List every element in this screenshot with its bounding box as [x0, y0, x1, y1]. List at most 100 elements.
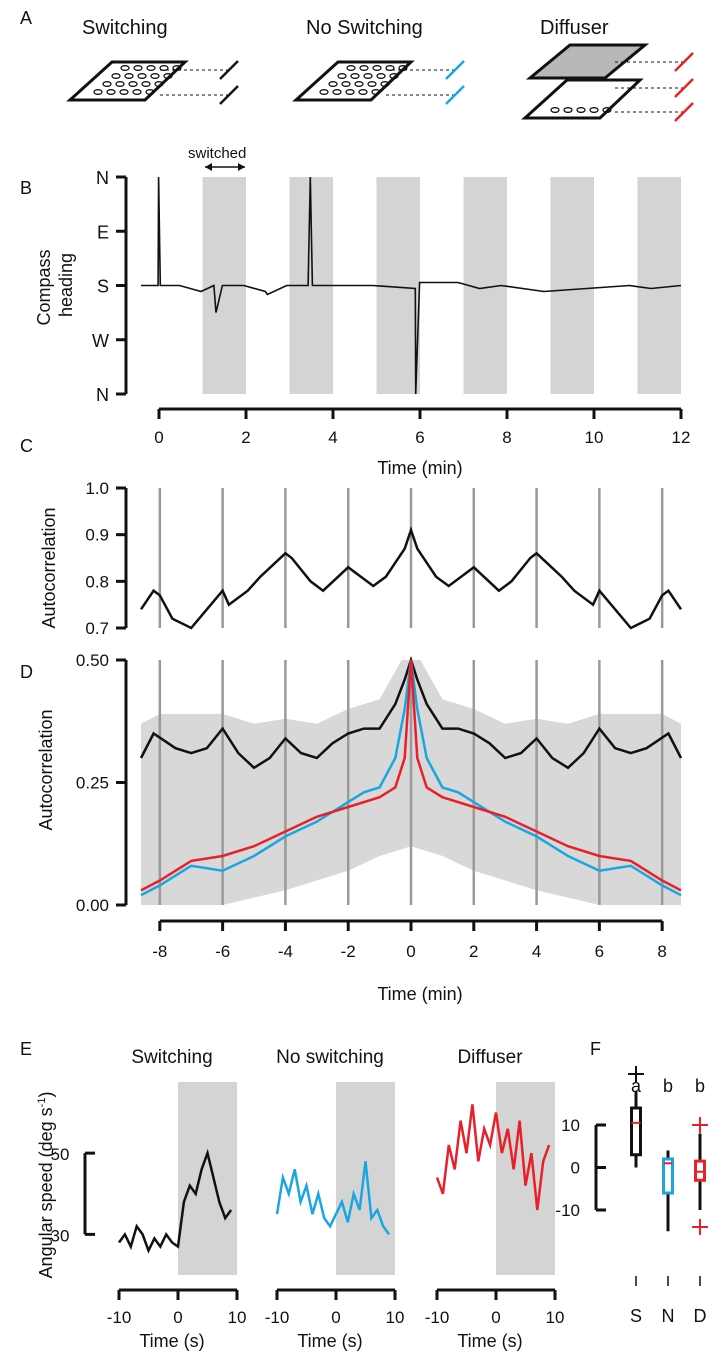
sensor-dot-icon [337, 73, 347, 79]
time-x-tick-label: -10 [265, 1308, 290, 1327]
heading-trace-line [141, 176, 682, 395]
panel-d-y-tick-label: 0.00 [76, 896, 109, 915]
subplot-title-diffuser: Diffuser [457, 1047, 523, 1068]
subplot-title-no-switching: No switching [276, 1047, 384, 1068]
time-x-axis-label-diffuser: Time (s) [457, 1331, 522, 1351]
sensor-dot-icon [119, 89, 129, 95]
sensor-dot-icon [602, 107, 612, 113]
sensor-dot-icon [128, 81, 138, 87]
panel-d-y-tick-label: 0.25 [76, 774, 109, 793]
sensor-dot-icon [93, 89, 103, 95]
angular-speed-axis-label: Angular speed (deg s-1) [36, 1092, 56, 1279]
time-x-tick-label: 10 [546, 1308, 565, 1327]
heading-y-tick-label: N [96, 168, 109, 188]
panel-d-x-tick-label: -6 [215, 942, 230, 961]
panel-d-x-tick-label: 2 [469, 942, 478, 961]
angular-speed-line-no-switching [275, 1161, 391, 1236]
significance-letter: b [695, 1076, 705, 1096]
panel-b-x-tick-label: 6 [415, 428, 424, 447]
angular-speed-line-switching [117, 1148, 233, 1254]
sensor-dot-icon [376, 73, 386, 79]
sensor-dot-icon [385, 65, 395, 71]
panel-d-x-tick-label: -8 [152, 942, 167, 961]
angular-speed-label-superscript: -1 [36, 1098, 48, 1108]
sensor-dot-icon [106, 89, 116, 95]
sensor-dot-icon [172, 65, 182, 71]
polarizer-array-icon [292, 60, 415, 102]
sensor-dot-icon [550, 107, 560, 113]
panel-f-y-tick-label: -10 [555, 1201, 580, 1220]
filter-mark-icon [674, 52, 694, 72]
sensor-dot-icon [346, 65, 356, 71]
panel-f-y-tick-label: 0 [571, 1159, 580, 1178]
sensor-dot-icon [120, 65, 130, 71]
sensor-dot-icon [372, 65, 382, 71]
panel-b-x-tick-label: 12 [672, 428, 691, 447]
panel-a-title-no-switching: No Switching [306, 17, 423, 39]
sensor-dot-icon [146, 65, 156, 71]
diffuser-series-line [140, 659, 682, 892]
panel-d-x-tick-label: 6 [595, 942, 604, 961]
shaded-interval-switching [178, 1082, 237, 1275]
heading-y-tick-label: E [97, 222, 109, 242]
panel-a-title-switching: Switching [82, 17, 168, 39]
diffuser-sheet-icon [525, 43, 650, 80]
subplot-title-switching: Switching [131, 1047, 212, 1068]
panel-letter-e: E [20, 1039, 32, 1059]
angular-speed-label-close: ) [36, 1092, 56, 1098]
time-x-tick-label: 10 [228, 1308, 247, 1327]
sensor-dot-icon [359, 65, 369, 71]
time-x-tick-label: -10 [107, 1308, 132, 1327]
sensor-dot-icon [363, 73, 373, 79]
panel-b-x-tick-label: 8 [502, 428, 511, 447]
panel-b-x-tick-label: 4 [328, 428, 337, 447]
polarizer-array-icon [66, 60, 189, 102]
angular-speed-line-diffuser [435, 1104, 551, 1211]
sensor-dot-icon [389, 73, 399, 79]
panel-letter-c: C [20, 436, 33, 456]
panel-b-x-tick-label: 2 [241, 428, 250, 447]
panel-b-x-tick-label: 0 [154, 428, 163, 447]
filter-mark-icon [219, 60, 239, 80]
panel-f: -10 0 10 a Sb Nb D [555, 1066, 708, 1326]
box-iqr-N [662, 1157, 674, 1195]
panel-d-x-tick-label: 4 [532, 942, 541, 961]
panel-a: Switching No Switching Diffuser [66, 17, 694, 122]
sensor-dot-icon [358, 89, 368, 95]
category-label-S: S [630, 1306, 642, 1326]
sensor-dot-icon [371, 89, 381, 95]
panel-d-y-label: Autocorrelation [36, 709, 56, 830]
heading-y-tick-label: N [96, 385, 109, 405]
filter-mark-icon [219, 85, 239, 105]
panel-letter-b: B [20, 178, 32, 198]
panel-d-x-tick-label: -4 [278, 942, 293, 961]
sensor-dot-icon [367, 81, 377, 87]
sensor-dot-icon [319, 89, 329, 95]
significance-letter: b [663, 1076, 673, 1096]
sensor-dot-icon [589, 107, 599, 113]
panel-d-x-label: Time (min) [377, 984, 462, 1004]
filter-mark-icon [445, 60, 465, 80]
panel-letter-d: D [20, 662, 33, 682]
sensor-dot-icon [576, 107, 586, 113]
time-x-axis-label-switching: Time (s) [139, 1331, 204, 1351]
panel-c-y-label: Autocorrelation [39, 507, 59, 628]
panel-letter-a: A [20, 8, 32, 28]
sensor-dot-icon [145, 89, 155, 95]
heading-axis-label-line2: heading [56, 253, 76, 317]
time-x-tick-label: 0 [331, 1308, 340, 1327]
significance-letter: a [631, 1076, 642, 1096]
time-x-axis-label-no-switching: Time (s) [297, 1331, 362, 1351]
sensor-dot-icon [163, 73, 173, 79]
polarizer-array-icon [521, 78, 644, 120]
shaded-intervals [202, 177, 681, 394]
sensor-dot-icon [102, 81, 112, 87]
panel-f-y-tick-label: 10 [561, 1116, 580, 1135]
sensor-dot-icon [398, 65, 408, 71]
sensor-dot-icon [328, 81, 338, 87]
sensor-dot-icon [133, 65, 143, 71]
angular-speed-y-tick-label: 50 [51, 1145, 70, 1164]
filter-mark-icon [445, 85, 465, 105]
